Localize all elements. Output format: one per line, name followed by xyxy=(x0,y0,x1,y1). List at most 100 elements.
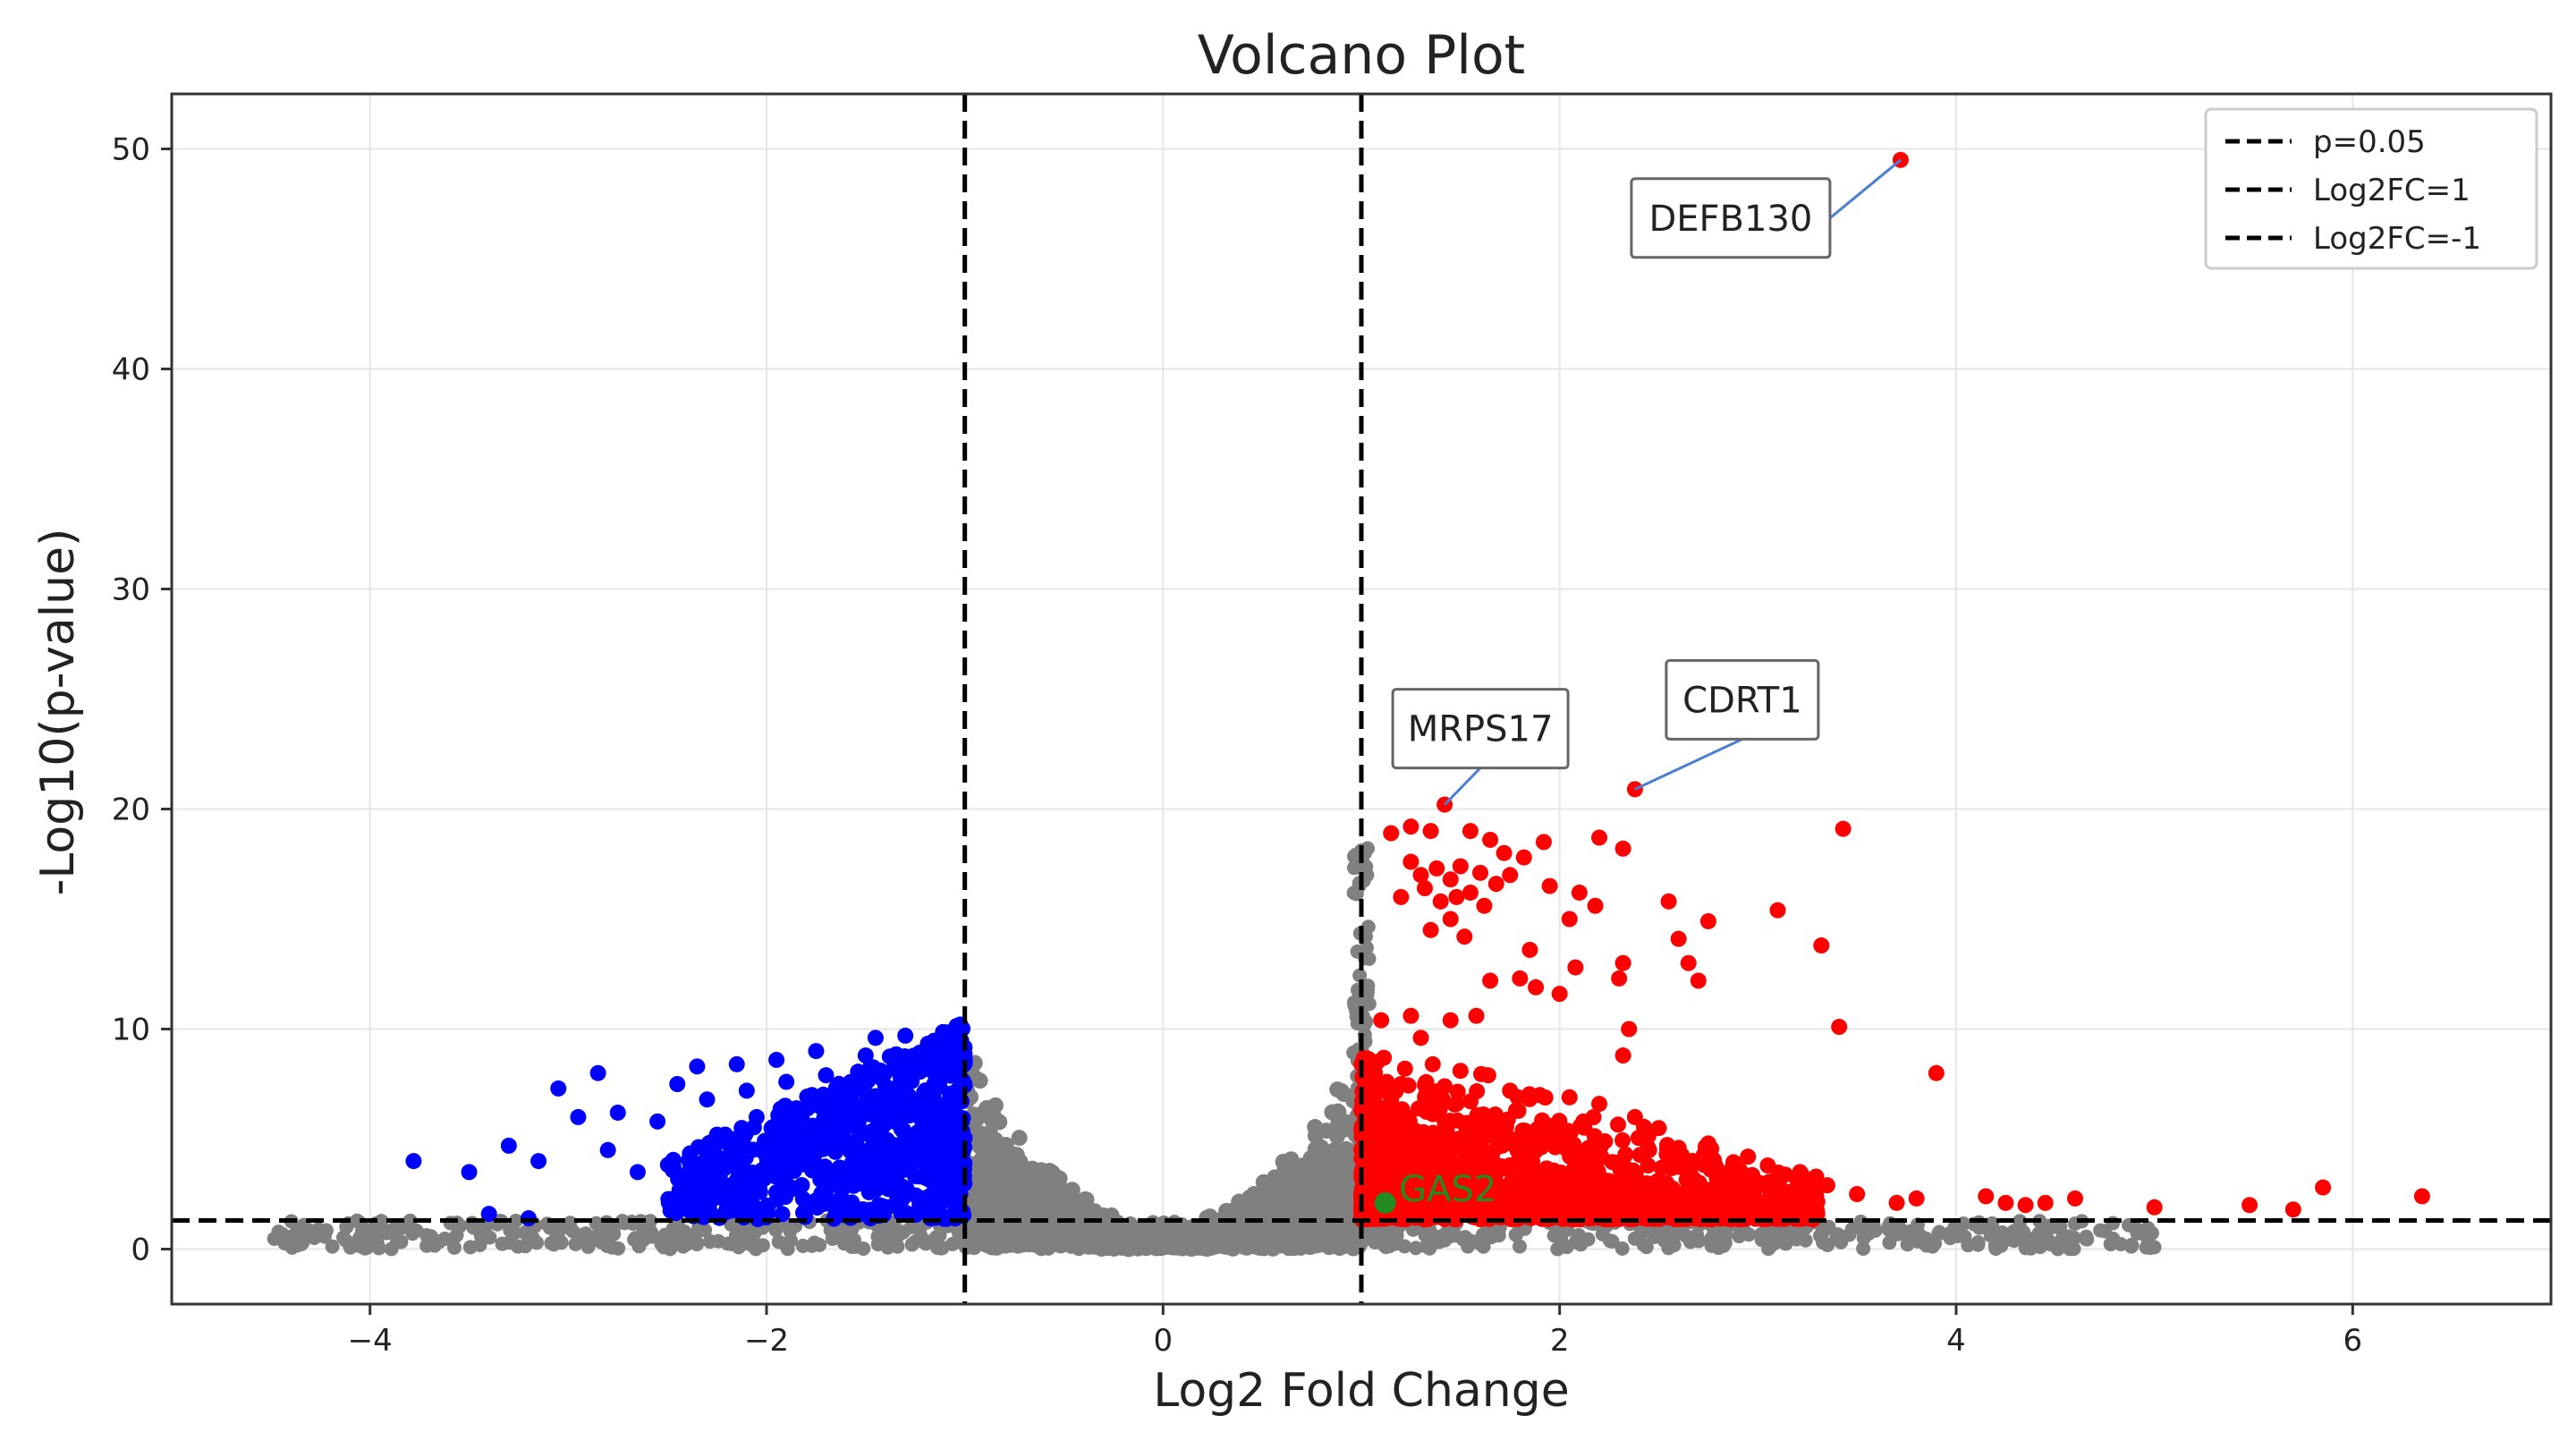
ns-point xyxy=(1312,1176,1329,1193)
ns-point xyxy=(993,1156,1010,1173)
ns-point xyxy=(2006,1224,2021,1239)
ns-point xyxy=(1925,1239,1940,1254)
ns-point xyxy=(522,1227,538,1242)
up-point xyxy=(1767,1209,1784,1226)
ns-point xyxy=(464,1216,479,1231)
ns-point xyxy=(1900,1237,1915,1252)
ns-point xyxy=(967,1112,984,1129)
ns-point xyxy=(1188,1226,1203,1241)
ns-point xyxy=(991,1114,1008,1131)
up-point xyxy=(1540,1203,1557,1220)
ns-point xyxy=(1418,1228,1433,1243)
ns-point xyxy=(744,1238,759,1253)
ns-point xyxy=(828,1229,843,1244)
up-point xyxy=(1730,1199,1747,1216)
ns-point xyxy=(542,1220,557,1235)
ns-point xyxy=(2058,1233,2073,1248)
ns-point xyxy=(1476,1239,1491,1254)
up-point xyxy=(1763,1175,1780,1192)
up-point xyxy=(1640,1141,1657,1158)
ns-point xyxy=(1334,1149,1351,1166)
ns-point xyxy=(711,1233,726,1249)
ns-point xyxy=(1041,1227,1056,1242)
ns-point xyxy=(731,1240,746,1255)
ns-point xyxy=(2079,1232,2094,1247)
ns-point xyxy=(1951,1228,1966,1243)
ns-point xyxy=(1308,1239,1323,1254)
ns-point xyxy=(2097,1224,2113,1239)
ns-point xyxy=(1011,1130,1028,1147)
up-point xyxy=(1580,1140,1597,1157)
up-point xyxy=(1609,1116,1626,1133)
ns-point xyxy=(1422,1241,1437,1256)
ns-point xyxy=(311,1222,326,1237)
up-point xyxy=(1376,1155,1393,1172)
ns-point xyxy=(1220,1223,1235,1238)
ns-point xyxy=(1830,1227,1845,1242)
ns-point xyxy=(880,1240,895,1255)
ns-point xyxy=(1139,1224,1154,1239)
ns-point xyxy=(554,1235,569,1250)
ns-point xyxy=(359,1227,374,1242)
ns-point xyxy=(979,1179,996,1196)
ns-point xyxy=(1856,1241,1871,1257)
ns-point xyxy=(1882,1235,1897,1250)
ns-point xyxy=(998,1178,1015,1195)
up-point xyxy=(1469,1140,1486,1157)
ns-point xyxy=(325,1239,340,1254)
ns-point xyxy=(1059,1237,1074,1252)
ns-point xyxy=(1055,1191,1072,1208)
ns-point xyxy=(1225,1241,1241,1256)
up-point xyxy=(1474,1124,1491,1141)
ns-point xyxy=(1300,1196,1317,1213)
up-point xyxy=(1659,1201,1676,1218)
up-point xyxy=(1459,1114,1476,1131)
up-point xyxy=(1686,1190,1703,1207)
ns-point xyxy=(445,1233,460,1248)
up-point xyxy=(1565,1180,1582,1197)
up-point xyxy=(1514,1122,1531,1139)
ns-point xyxy=(1318,1123,1335,1140)
up-point xyxy=(1613,1159,1630,1176)
ns-point xyxy=(290,1238,305,1253)
ns-point xyxy=(606,1226,622,1241)
ns-point xyxy=(592,1226,607,1241)
ns-point xyxy=(1605,1233,1620,1249)
ns-point xyxy=(919,1234,935,1250)
up-point xyxy=(1462,1093,1479,1110)
ns-point xyxy=(575,1227,590,1242)
up-point xyxy=(1603,1177,1620,1194)
up-point xyxy=(1640,1157,1657,1174)
ns-point xyxy=(1267,1169,1284,1186)
ns-point xyxy=(462,1240,478,1255)
up-point xyxy=(1436,1115,1453,1132)
ns-point xyxy=(1691,1233,1707,1249)
ns-point xyxy=(979,1104,996,1121)
ns-point xyxy=(1330,1104,1347,1121)
ns-point xyxy=(1820,1237,1835,1252)
ns-point xyxy=(638,1226,653,1241)
up-point xyxy=(1630,1130,1647,1147)
ns-point xyxy=(1778,1236,1793,1251)
ns-point xyxy=(677,1224,692,1239)
up-point xyxy=(1448,1137,1465,1154)
up-point xyxy=(1614,1131,1631,1148)
up-point xyxy=(1597,1133,1614,1150)
up-point xyxy=(1720,1167,1737,1184)
up-point xyxy=(1385,1127,1402,1144)
ns-point xyxy=(1571,1227,1586,1242)
ns-point xyxy=(1041,1162,1058,1179)
ns-point xyxy=(2024,1232,2039,1247)
ns-point xyxy=(2123,1239,2139,1254)
ns-point xyxy=(275,1226,290,1241)
ns-point xyxy=(971,1072,988,1089)
ns-point xyxy=(783,1233,798,1248)
ns-point xyxy=(1325,1226,1340,1241)
ns-point xyxy=(1024,1199,1041,1216)
ns-point xyxy=(1105,1236,1120,1251)
up-point xyxy=(1498,1180,1515,1197)
ns-point xyxy=(845,1238,860,1253)
ns-point xyxy=(1041,1241,1056,1256)
